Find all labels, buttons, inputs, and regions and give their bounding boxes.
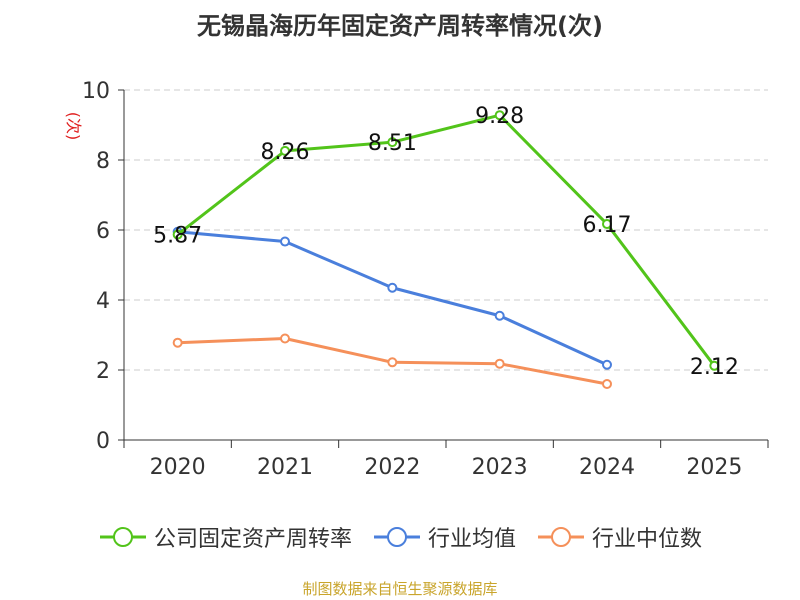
y-tick-label: 4 bbox=[96, 289, 110, 314]
legend-label: 行业均值 bbox=[427, 527, 516, 552]
legend-item[interactable]: 行业中位数 bbox=[536, 521, 702, 553]
chart-title: 无锡晶海历年固定资产周转率情况(次) bbox=[197, 12, 603, 40]
x-tick-label: 2025 bbox=[686, 455, 742, 480]
y-tick-label: 0 bbox=[96, 429, 110, 454]
legend-swatch-marker bbox=[112, 527, 133, 547]
series-line bbox=[176, 113, 716, 367]
y-axis-label: (次) bbox=[64, 112, 83, 141]
data-point[interactable] bbox=[280, 236, 290, 247]
axes: 0 2 4 6 8 10 2020 2021 2022 2023 2024 2025 (次) bbox=[64, 79, 769, 480]
grid-lines bbox=[124, 89, 768, 371]
x-tick-label: 2020 bbox=[150, 455, 206, 480]
legend-swatch bbox=[99, 527, 146, 547]
data-point[interactable] bbox=[280, 145, 290, 156]
data-label: 5.87 bbox=[153, 224, 202, 249]
legend-item[interactable]: 行业均值 bbox=[372, 521, 516, 553]
data-label: 8.26 bbox=[261, 140, 310, 165]
data-label: 2.12 bbox=[690, 355, 739, 380]
series-line bbox=[177, 230, 608, 367]
x-tick-label: 2022 bbox=[364, 455, 420, 480]
data-point[interactable] bbox=[602, 379, 612, 389]
legend-swatch bbox=[373, 527, 420, 547]
series-lines bbox=[172, 110, 720, 389]
legend-label: 行业中位数 bbox=[592, 527, 703, 552]
legend-label: 公司固定资产周转率 bbox=[153, 527, 352, 552]
data-point[interactable] bbox=[494, 110, 505, 121]
y-tick-label: 8 bbox=[96, 149, 110, 174]
data-point[interactable] bbox=[387, 357, 398, 368]
data-point[interactable] bbox=[602, 359, 612, 370]
data-point[interactable] bbox=[280, 333, 290, 344]
y-tick-label: 10 bbox=[82, 79, 110, 104]
data-label: 6.17 bbox=[583, 213, 632, 238]
legend-swatch-marker bbox=[551, 527, 571, 547]
legend-item[interactable]: 公司固定资产周转率 bbox=[98, 521, 352, 553]
data-label: 8.51 bbox=[368, 131, 417, 156]
data-point[interactable] bbox=[387, 282, 398, 293]
data-point[interactable] bbox=[172, 337, 183, 348]
legend[interactable]: 公司固定资产周转率 行业均值 行业中位数 bbox=[0, 520, 800, 554]
x-tick-label: 2023 bbox=[472, 455, 528, 480]
data-point[interactable] bbox=[494, 310, 505, 321]
x-tick-label: 2024 bbox=[579, 455, 635, 480]
data-point[interactable] bbox=[709, 360, 720, 371]
source-note: 制图数据来自恒生聚源数据库 bbox=[302, 580, 498, 598]
y-tick-label: 2 bbox=[96, 359, 110, 384]
data-labels: 5.87 8.26 8.51 9.28 6.17 2.12 bbox=[153, 104, 739, 380]
data-point[interactable] bbox=[602, 219, 612, 230]
data-label: 9.28 bbox=[475, 104, 524, 129]
data-point[interactable] bbox=[494, 358, 505, 369]
x-tick-label: 2021 bbox=[257, 455, 313, 480]
data-point[interactable] bbox=[172, 229, 183, 240]
legend-swatch-marker bbox=[386, 527, 407, 547]
y-tick-label: 6 bbox=[96, 219, 110, 244]
legend-swatch bbox=[538, 527, 584, 547]
data-point[interactable] bbox=[387, 137, 398, 148]
